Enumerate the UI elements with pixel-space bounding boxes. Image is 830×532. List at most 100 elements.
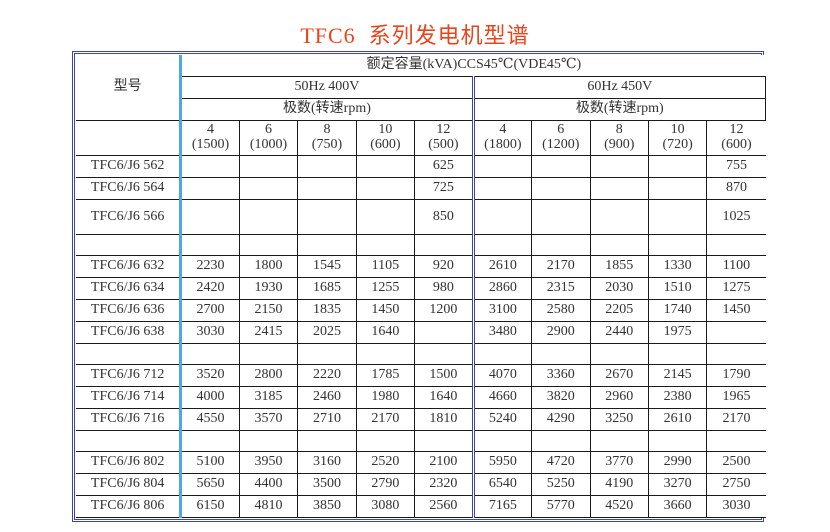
capacity-cell <box>706 321 766 344</box>
capacity-cell: 2420 <box>180 277 240 300</box>
capacity-cell: 5100 <box>180 451 240 474</box>
header-row-capacity: 型号 额定容量(kVA)CCS45℃(VDE45℃) <box>76 55 766 121</box>
model-cell: TFC6/J6 562 <box>76 155 183 178</box>
spacer-cell <box>180 430 240 452</box>
capacity-cell <box>355 155 416 178</box>
capacity-cell: 2610 <box>647 408 708 431</box>
generator-spec-table: 型号 额定容量(kVA)CCS45℃(VDE45℃) 50Hz 400V 60H… <box>76 55 767 518</box>
table-row: TFC6/J6 632 2230 1800 1545 1105 920 2610 2170 18… <box>76 255 766 278</box>
capacity-cell: 2670 <box>589 364 649 387</box>
pole-count: 4 <box>499 122 507 138</box>
spacer-cell <box>414 343 474 365</box>
spacer-cell <box>471 234 533 256</box>
header-row-pole-numbers: 4 (1500) 6 (1000) 8 (750) 10 (600) 12 (500) 4 (1800… <box>76 120 766 156</box>
capacity-cell: 2170 <box>355 408 416 431</box>
capacity-cell: 2580 <box>531 299 591 322</box>
pole-rpm: (1200) <box>542 137 580 152</box>
capacity-cell <box>297 199 357 235</box>
capacity-cell: 5950 <box>471 451 533 474</box>
capacity-cell: 4550 <box>180 408 240 431</box>
pole-count: 4 <box>207 122 215 138</box>
capacity-cell <box>471 177 533 200</box>
spacer-model-cell <box>76 234 183 256</box>
capacity-cell: 3660 <box>647 495 708 518</box>
capacity-cell <box>647 199 708 235</box>
capacity-cell: 4660 <box>471 386 533 409</box>
capacity-cell: 2860 <box>471 277 533 300</box>
capacity-cell: 3820 <box>531 386 591 409</box>
capacity-cell: 725 <box>414 177 474 200</box>
spacer-cell <box>355 343 416 365</box>
capacity-cell: 1800 <box>238 255 299 278</box>
capacity-cell: 2230 <box>180 255 240 278</box>
capacity-cell: 2790 <box>355 473 416 496</box>
capacity-cell: 6150 <box>180 495 240 518</box>
table-row: TFC6/J6 806 6150 4810 3850 3080 2560 7165 5770 4… <box>76 495 766 518</box>
capacity-cell: 3950 <box>238 451 299 474</box>
pole-count: 10 <box>670 122 685 138</box>
capacity-cell: 3100 <box>471 299 533 322</box>
model-column-spacer <box>76 120 183 156</box>
pole-rpm: (1800) <box>484 137 522 152</box>
spacer-cell <box>180 343 240 365</box>
capacity-cell: 1255 <box>355 277 416 300</box>
pole-count: 6 <box>557 122 565 138</box>
capacity-cell <box>647 177 708 200</box>
capacity-header: 额定容量(kVA)CCS45℃(VDE45℃) <box>180 55 766 77</box>
spacer-cell <box>531 343 591 365</box>
capacity-cell: 2150 <box>238 299 299 322</box>
capacity-cell: 755 <box>706 155 766 178</box>
table-row: TFC6/J6 802 5100 3950 3160 2520 2100 5950 4720 3… <box>76 451 766 474</box>
table-row: TFC6/J6 562 625 755 <box>76 155 766 178</box>
pole-column-header-60hz-4p: 4 (1800) <box>471 120 533 156</box>
pole-count: 6 <box>265 122 272 138</box>
pole-count: 12 <box>436 122 451 138</box>
spacer-cell <box>355 430 416 452</box>
page-title: TFC6 系列发电机型谱 <box>300 23 530 48</box>
capacity-cell: 980 <box>414 277 474 300</box>
table-spacer-row <box>76 430 766 452</box>
capacity-cell <box>297 155 357 178</box>
capacity-cell: 3080 <box>355 495 416 518</box>
pole-column-header-50hz-8p: 8 (750) <box>297 120 357 156</box>
capacity-cell: 1200 <box>414 299 474 322</box>
pole-rpm: (750) <box>311 137 343 152</box>
spacer-cell <box>589 430 649 452</box>
poles-header-50hz: 极数(转速rpm) <box>180 98 474 121</box>
capacity-cell: 3500 <box>297 473 357 496</box>
capacity-cell <box>471 155 533 178</box>
capacity-cell: 2025 <box>297 321 357 344</box>
capacity-cell: 2610 <box>471 255 533 278</box>
model-cell: TFC6/J6 636 <box>76 299 183 322</box>
capacity-cell: 1450 <box>355 299 416 322</box>
capacity-cell: 1685 <box>297 277 357 300</box>
capacity-cell: 2520 <box>355 451 416 474</box>
capacity-cell: 1785 <box>355 364 416 387</box>
spacer-cell <box>589 234 649 256</box>
capacity-cell: 1500 <box>414 364 474 387</box>
capacity-cell: 1450 <box>706 299 766 322</box>
capacity-cell: 2145 <box>647 364 708 387</box>
capacity-cell: 4290 <box>531 408 591 431</box>
table-row: TFC6/J6 564 725 870 <box>76 177 766 200</box>
capacity-cell: 4400 <box>238 473 299 496</box>
table-spacer-row <box>76 234 766 256</box>
capacity-cell: 5650 <box>180 473 240 496</box>
spacer-cell <box>297 343 357 365</box>
pole-count: 8 <box>615 122 623 138</box>
table-row: TFC6/J6 716 4550 3570 2710 2170 1810 5240 4290 3… <box>76 408 766 431</box>
spacer-cell <box>238 430 299 452</box>
spec-table-container: 型号 额定容量(kVA)CCS45℃(VDE45℃) 50Hz 400V 60H… <box>72 51 767 522</box>
capacity-cell: 1740 <box>647 299 708 322</box>
spacer-cell <box>238 234 299 256</box>
spacer-cell <box>180 234 240 256</box>
capacity-cell: 2560 <box>414 495 474 518</box>
capacity-cell <box>180 177 240 200</box>
capacity-cell <box>589 177 649 200</box>
capacity-cell <box>355 177 416 200</box>
capacity-cell: 2800 <box>238 364 299 387</box>
capacity-cell: 2320 <box>414 473 474 496</box>
capacity-cell: 3185 <box>238 386 299 409</box>
capacity-cell: 1105 <box>355 255 416 278</box>
pole-count: 10 <box>378 122 393 138</box>
